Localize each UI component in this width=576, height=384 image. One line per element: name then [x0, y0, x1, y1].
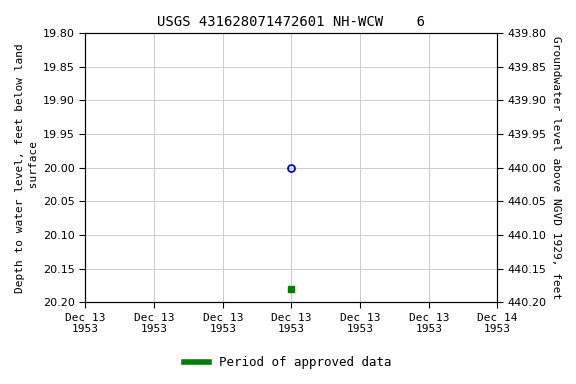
Title: USGS 431628071472601 NH-WCW    6: USGS 431628071472601 NH-WCW 6: [157, 15, 426, 29]
Y-axis label: Depth to water level, feet below land
 surface: Depth to water level, feet below land su…: [15, 43, 39, 293]
Legend: Period of approved data: Period of approved data: [179, 351, 397, 374]
Y-axis label: Groundwater level above NGVD 1929, feet: Groundwater level above NGVD 1929, feet: [551, 36, 561, 299]
